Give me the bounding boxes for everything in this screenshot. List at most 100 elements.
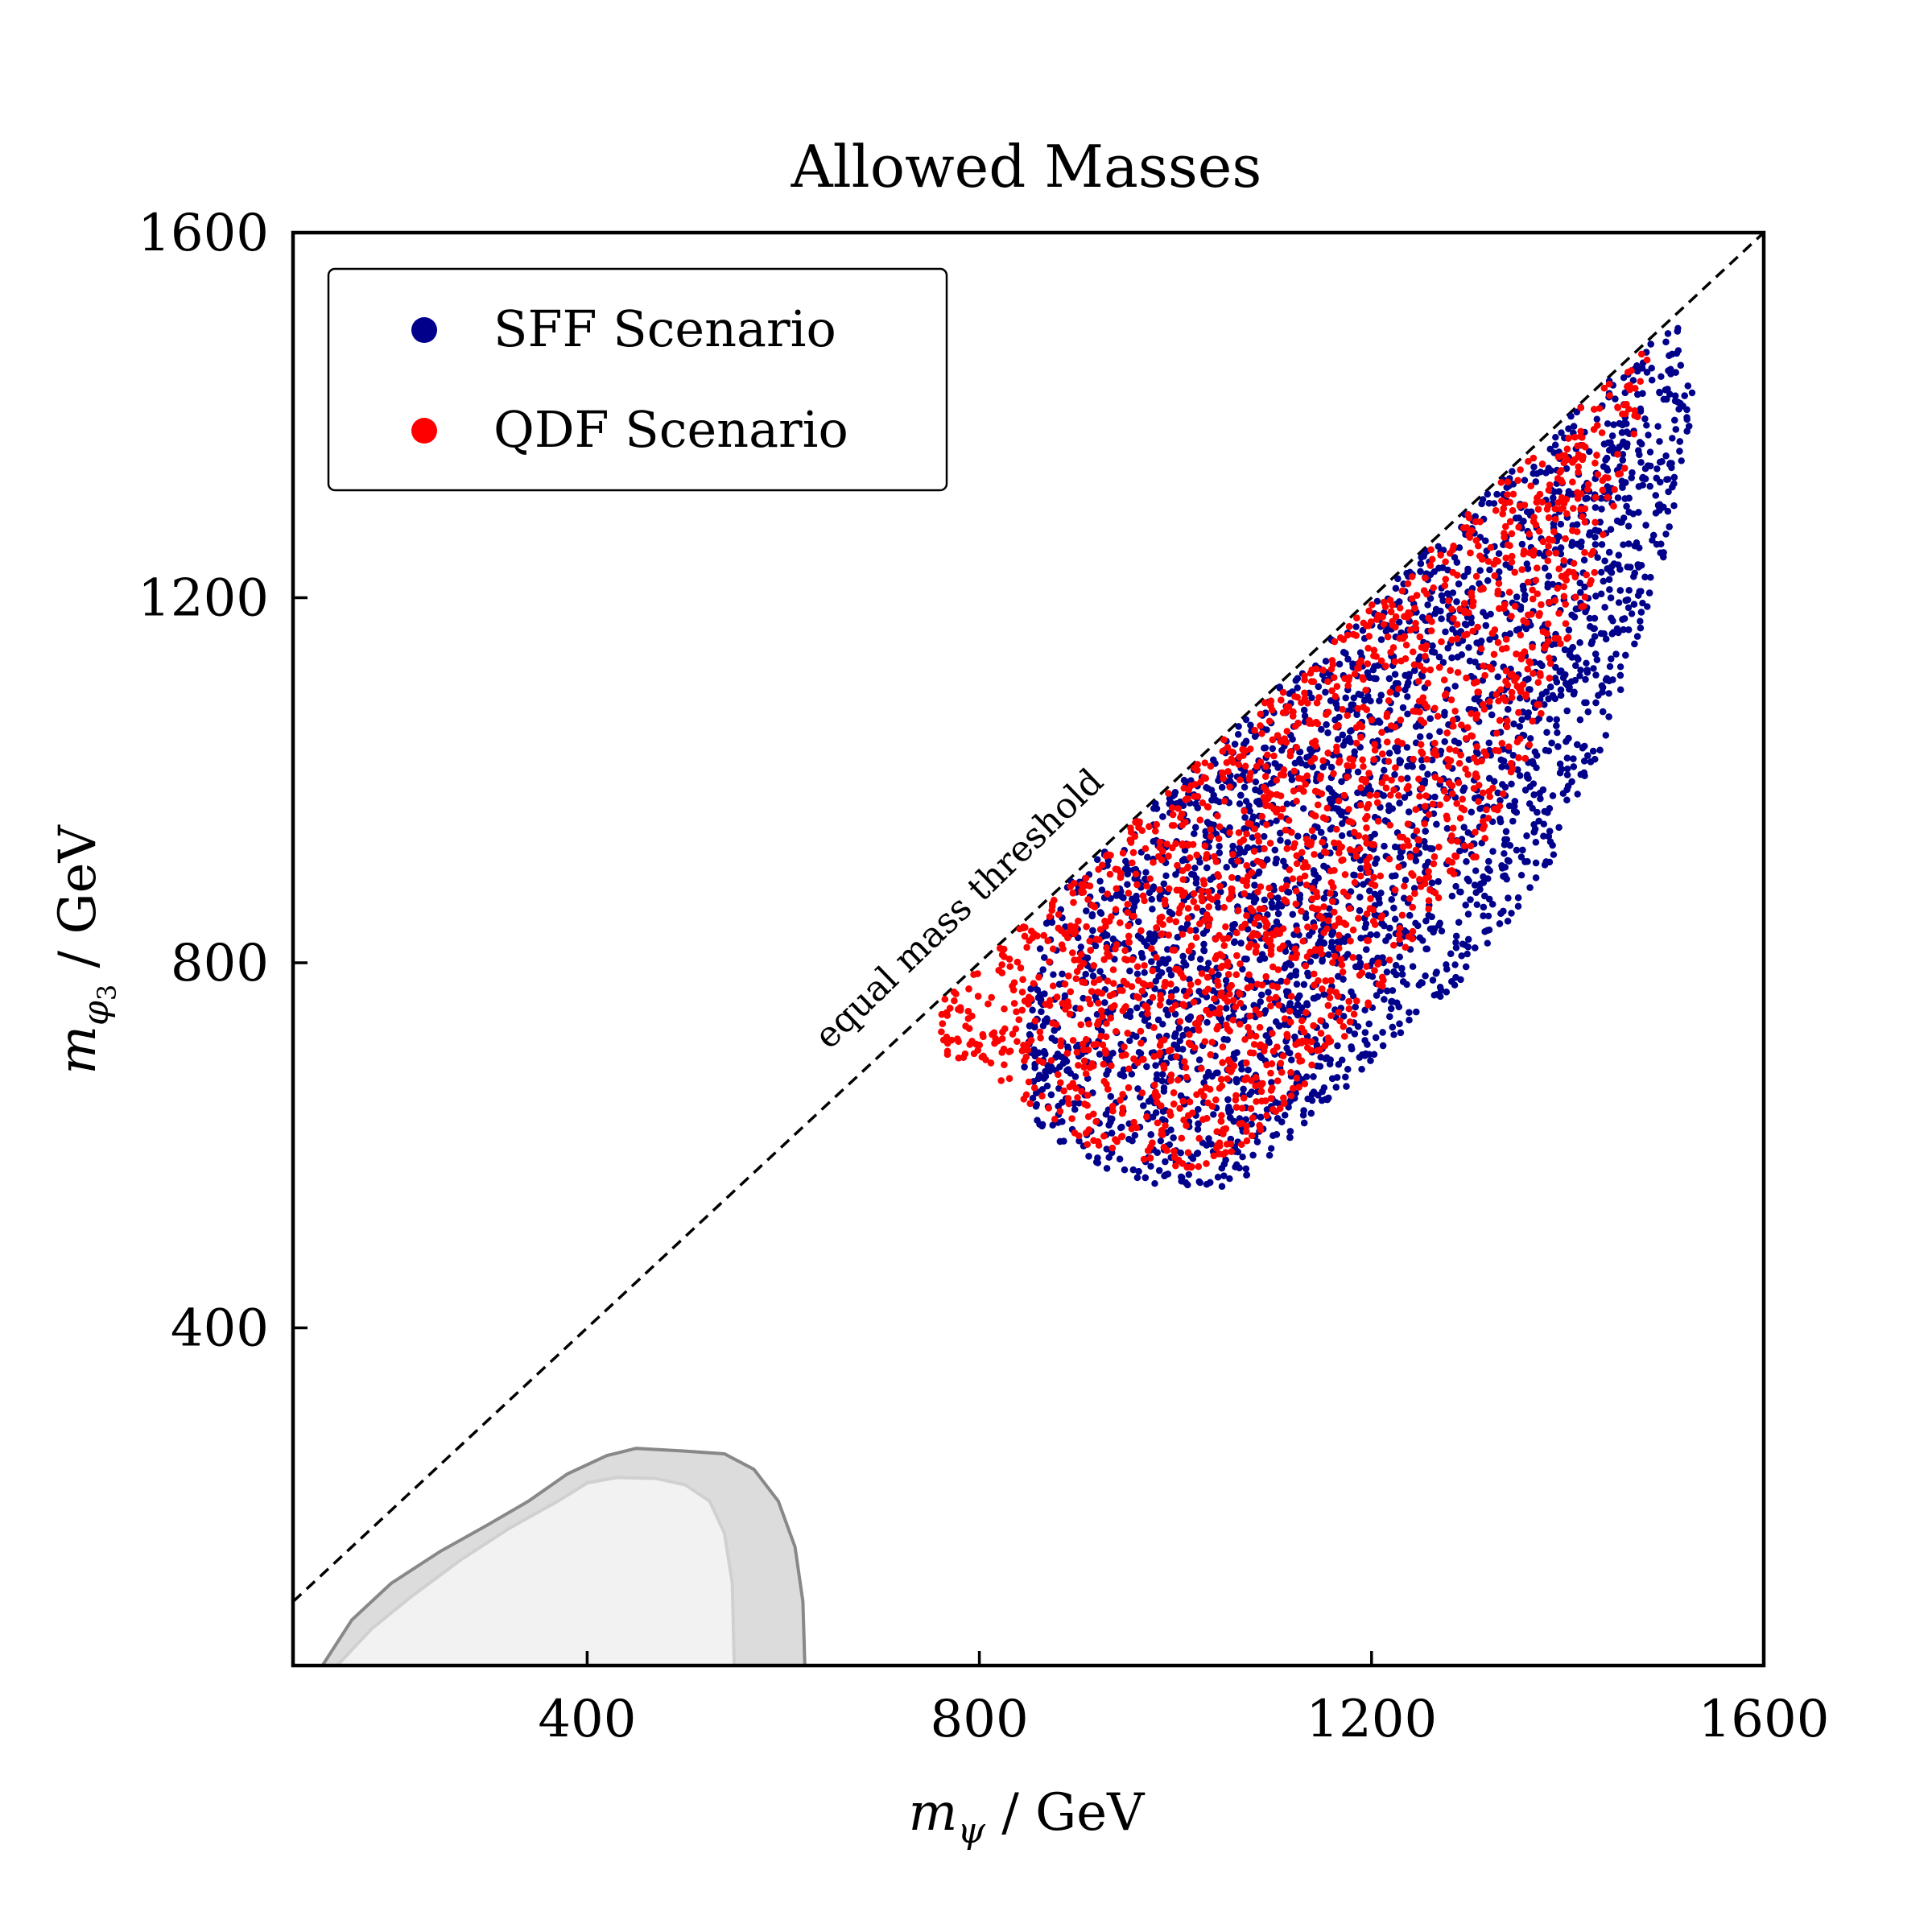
sff-point <box>1159 1021 1166 1028</box>
sff-point <box>1549 841 1556 849</box>
sff-point <box>1638 365 1646 372</box>
sff-point <box>1185 1170 1193 1179</box>
sff-point <box>1189 1155 1197 1162</box>
sff-point <box>1268 1145 1275 1152</box>
sff-point <box>1424 601 1431 609</box>
sff-point <box>1162 1158 1169 1166</box>
sff-point <box>1550 494 1557 502</box>
sff-point <box>1517 695 1524 702</box>
sff-point <box>1105 1154 1113 1161</box>
sff-point <box>1242 737 1250 745</box>
sff-point <box>1249 1151 1257 1159</box>
sff-point <box>1504 918 1512 925</box>
sff-point <box>1497 910 1505 918</box>
sff-point <box>1189 1026 1197 1034</box>
sff-point <box>1506 802 1513 810</box>
sff-point <box>1595 691 1602 699</box>
sff-point <box>1409 963 1417 970</box>
sff-point <box>1146 889 1154 897</box>
sff-point <box>1153 1075 1161 1083</box>
sff-point <box>1385 933 1393 940</box>
sff-point <box>1598 590 1605 597</box>
sff-point <box>1462 902 1469 909</box>
sff-point <box>1647 462 1654 470</box>
sff-point <box>1435 922 1443 929</box>
sff-point <box>1600 630 1608 638</box>
sff-point <box>1526 783 1534 791</box>
sff-point <box>1431 793 1439 801</box>
sff-point <box>1252 778 1260 786</box>
sff-point <box>1203 784 1210 791</box>
sff-point <box>1657 373 1665 380</box>
sff-point <box>1398 964 1406 972</box>
sff-point <box>1389 1023 1397 1031</box>
sff-point <box>1593 656 1601 663</box>
sff-point <box>1029 1006 1036 1014</box>
sff-point <box>1605 690 1612 697</box>
sff-point <box>1390 1031 1397 1038</box>
sff-point <box>1218 1183 1226 1191</box>
sff-point <box>1637 609 1645 616</box>
sff-point <box>1530 791 1538 799</box>
sff-point <box>1526 884 1534 891</box>
sff-point <box>1460 824 1468 831</box>
sff-point <box>1573 521 1581 528</box>
sff-point <box>1166 908 1174 916</box>
sff-point <box>1056 1137 1064 1146</box>
sff-point <box>1510 807 1518 815</box>
sff-point <box>1367 931 1374 939</box>
sff-point <box>1663 476 1670 483</box>
sff-point <box>1602 732 1610 739</box>
sff-point <box>1489 901 1496 908</box>
sff-point <box>1545 572 1553 580</box>
sff-point <box>1612 650 1620 658</box>
sff-point <box>1263 1106 1271 1113</box>
sff-point <box>1511 798 1519 805</box>
sff-point <box>1620 626 1627 634</box>
scatter-points <box>938 324 1696 1191</box>
sff-point <box>1516 723 1524 730</box>
sff-point <box>1653 541 1661 548</box>
sff-point <box>1628 610 1636 617</box>
sff-point <box>1126 968 1133 975</box>
sff-point <box>1207 876 1214 883</box>
sff-point <box>1310 867 1318 874</box>
sff-point <box>1205 960 1212 967</box>
sff-point <box>1563 771 1571 778</box>
sff-point <box>1283 800 1291 807</box>
sff-point <box>1362 920 1370 927</box>
sff-point <box>1396 1020 1403 1028</box>
sff-point <box>1676 438 1683 445</box>
sff-point <box>1546 828 1554 835</box>
sff-point <box>1438 615 1445 622</box>
sff-point <box>1379 1042 1387 1050</box>
sff-point <box>1649 377 1656 384</box>
sff-point <box>1521 477 1529 484</box>
sff-point <box>1361 1029 1369 1036</box>
sff-point <box>1385 807 1393 815</box>
sff-point <box>1622 651 1629 659</box>
sff-point <box>1258 951 1266 958</box>
sff-point <box>1684 382 1691 390</box>
sff-point <box>1580 556 1588 564</box>
sff-point <box>1662 452 1670 460</box>
sff-point <box>1322 688 1329 696</box>
sff-point <box>1532 839 1540 846</box>
sff-point <box>1576 716 1584 724</box>
sff-point <box>1350 871 1357 879</box>
sff-point <box>1356 954 1363 961</box>
sff-point <box>1413 1008 1420 1016</box>
sff-point <box>1325 951 1332 959</box>
sff-point <box>1172 1030 1179 1038</box>
sff-point <box>1641 475 1649 482</box>
sff-point <box>1162 1006 1170 1013</box>
sff-point <box>1241 783 1249 791</box>
sff-point <box>1471 881 1479 889</box>
sff-point <box>1282 1112 1289 1119</box>
sff-point <box>1603 675 1611 682</box>
sff-point <box>1369 666 1377 674</box>
sff-point <box>1656 438 1663 445</box>
sff-point <box>1393 962 1400 969</box>
sff-point <box>1616 566 1624 573</box>
sff-point <box>1300 805 1307 812</box>
